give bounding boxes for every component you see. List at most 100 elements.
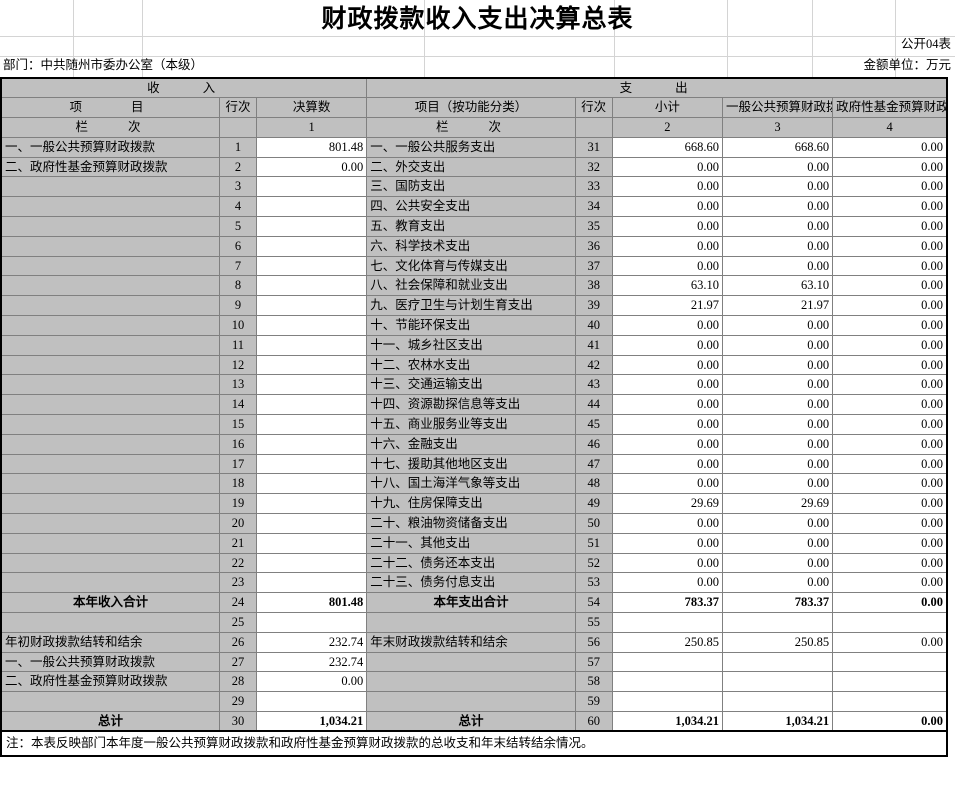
expense-general-public-cell: 0.00 (721, 334, 834, 356)
income-item-label (0, 295, 220, 317)
expense-item-label (366, 671, 576, 693)
table-row: 20 二十、粮油物资储备支出 50 0.00 0.00 0.00 (0, 513, 948, 534)
budget-summary-table: 收 入 支 出 项 目 行次 决算数 项目（按功能分类） 行次 小计 一般公共预… (0, 77, 948, 733)
income-amount-cell: 232.74 (256, 651, 368, 673)
expense-gov-fund-cell: 0.00 (832, 414, 948, 435)
expense-item-label: 三、国防支出 (366, 176, 576, 198)
income-row-number: 1 (218, 136, 258, 158)
income-amount-cell (256, 394, 368, 416)
expense-item-label (366, 691, 576, 712)
expense-general-public-cell: 21.97 (721, 295, 834, 317)
table-row: 22 二十二、债务还本支出 52 0.00 0.00 0.00 (0, 552, 948, 574)
income-row-number: 26 (218, 631, 258, 653)
expense-general-public-cell: 0.00 (721, 196, 834, 218)
sheet-top-area: 财政拨款收入支出决算总表 公开04表 部门：中共随州市委办公室（本级） 金额单位… (0, 0, 955, 77)
expense-row-number: 47 (574, 453, 613, 475)
income-amount-cell (256, 295, 368, 317)
expense-row-number: 43 (574, 374, 613, 396)
income-item-label: 一、一般公共预算财政拨款 (0, 651, 220, 673)
expense-item-label: 十四、资源勘探信息等支出 (366, 394, 576, 416)
expense-general-public-cell: 0.00 (721, 414, 834, 435)
table-row: 18 十八、国土海洋气象等支出 48 0.00 0.00 0.00 (0, 473, 948, 495)
expense-item-label: 十八、国土海洋气象等支出 (366, 473, 576, 495)
table-row: 一、一般公共预算财政拨款 1 801.48 一、一般公共服务支出 31 668.60 668… (0, 136, 948, 158)
expense-subtotal-cell: 0.00 (611, 354, 723, 376)
expense-general-public-cell: 0.00 (721, 354, 834, 376)
income-item-label (0, 572, 220, 594)
expense-subtotal-cell (611, 671, 723, 693)
header-columns-row: 项 目 行次 决算数 项目（按功能分类） 行次 小计 一般公共预算财政拨款 政府… (0, 97, 948, 119)
income-row-number: 16 (218, 433, 258, 455)
expense-general-public-cell: 783.37 (721, 592, 834, 614)
income-item-label (0, 691, 220, 712)
income-row-number: 29 (218, 691, 258, 712)
table-row: 11 十一、城乡社区支出 41 0.00 0.00 0.00 (0, 334, 948, 356)
expense-subtotal-cell: 0.00 (611, 156, 723, 178)
table-header: 收 入 支 出 项 目 行次 决算数 项目（按功能分类） 行次 小计 一般公共预… (0, 77, 948, 138)
income-amount-cell (256, 374, 368, 396)
income-amount-cell (256, 572, 368, 594)
income-item-label (0, 532, 220, 554)
expense-gov-fund-cell: 0.00 (832, 532, 948, 554)
table-row: 4 四、公共安全支出 34 0.00 0.00 0.00 (0, 196, 948, 218)
income-band-header: 收 入 (0, 77, 368, 99)
income-item-label (0, 354, 220, 376)
expense-row-number: 54 (574, 592, 613, 614)
column-label-left: 栏 次 (0, 117, 220, 138)
expense-item-label: 十五、商业服务业等支出 (366, 414, 576, 435)
income-item-label (0, 552, 220, 574)
expense-item-label: 十三、交通运输支出 (366, 374, 576, 396)
expense-row-number: 39 (574, 295, 613, 317)
expense-gov-fund-cell: 0.00 (832, 473, 948, 495)
expense-subtotal-cell: 0.00 (611, 453, 723, 475)
expense-subtotal-cell: 1,034.21 (611, 711, 723, 732)
expense-item-label: 九、医疗卫生与计划生育支出 (366, 295, 576, 317)
income-item-label (0, 275, 220, 297)
expense-general-public-cell: 250.85 (721, 631, 834, 653)
income-amount-cell (256, 552, 368, 574)
table-row: 6 六、科学技术支出 36 0.00 0.00 0.00 (0, 235, 948, 257)
expense-gov-fund-cell: 0.00 (832, 631, 948, 653)
expense-item-label: 八、社会保障和就业支出 (366, 275, 576, 297)
income-amount-cell (256, 691, 368, 712)
income-row-number: 21 (218, 532, 258, 554)
income-item-label (0, 334, 220, 356)
income-row-number: 28 (218, 671, 258, 693)
expense-subtotal-cell: 0.00 (611, 414, 723, 435)
income-item-label (0, 453, 220, 475)
expense-row-number: 32 (574, 156, 613, 178)
expense-row-number: 35 (574, 216, 613, 237)
expense-item-label: 十一、城乡社区支出 (366, 334, 576, 356)
expense-row-number: 53 (574, 572, 613, 594)
expense-item-label: 七、文化体育与传媒支出 (366, 255, 576, 277)
expense-row-number: 49 (574, 493, 613, 515)
expense-general-public-cell: 0.00 (721, 453, 834, 475)
table-row: 5 五、教育支出 35 0.00 0.00 0.00 (0, 216, 948, 237)
expense-subtotal-cell: 0.00 (611, 235, 723, 257)
expense-general-public-cell (721, 671, 834, 693)
table-row: 14 十四、资源勘探信息等支出 44 0.00 0.00 0.00 (0, 394, 948, 416)
expense-general-public-cell: 29.69 (721, 493, 834, 515)
expense-gov-fund-cell: 0.00 (832, 315, 948, 336)
column-no-blank-right (574, 117, 613, 138)
income-amount-cell (256, 216, 368, 237)
income-amount-cell: 1,034.21 (256, 711, 368, 732)
expense-subtotal-cell: 0.00 (611, 473, 723, 495)
income-amount-cell (256, 176, 368, 198)
expense-gov-fund-cell (832, 651, 948, 673)
expense-row-number: 42 (574, 354, 613, 376)
income-row-number: 23 (218, 572, 258, 594)
expense-item-label: 本年支出合计 (366, 592, 576, 614)
table-row: 16 十六、金融支出 46 0.00 0.00 0.00 (0, 433, 948, 455)
income-amount-cell (256, 235, 368, 257)
header-expense-rownum: 行次 (574, 97, 613, 119)
expense-item-label: 年末财政拨款结转和结余 (366, 631, 576, 653)
expense-item-label: 六、科学技术支出 (366, 235, 576, 257)
expense-subtotal-cell: 0.00 (611, 176, 723, 198)
expense-gov-fund-cell: 0.00 (832, 433, 948, 455)
income-amount-cell: 0.00 (256, 671, 368, 693)
income-item-label (0, 176, 220, 198)
expense-row-number: 36 (574, 235, 613, 257)
expense-row-number: 45 (574, 414, 613, 435)
expense-subtotal-cell (611, 691, 723, 712)
